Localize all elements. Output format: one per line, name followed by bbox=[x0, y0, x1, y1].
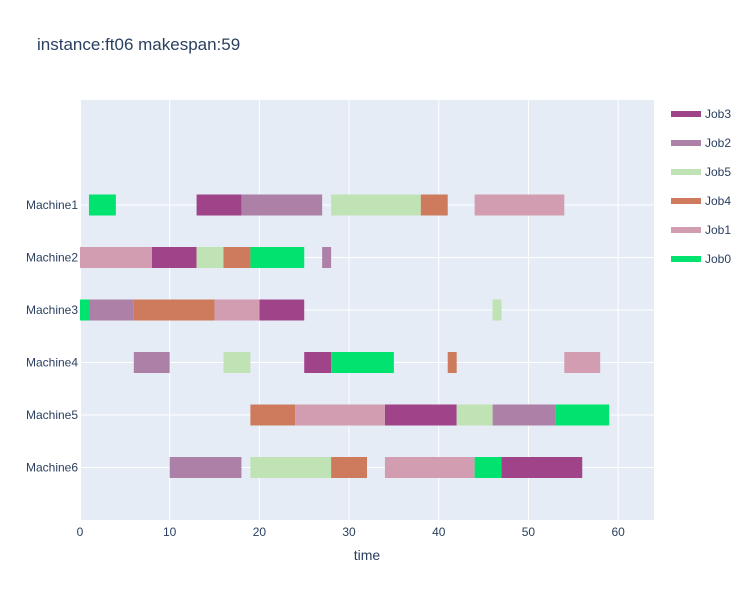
legend-label: Job3 bbox=[705, 107, 731, 121]
y-tick-label: Machine4 bbox=[26, 356, 78, 370]
legend-item-job2[interactable]: Job2 bbox=[671, 136, 731, 150]
y-tick-label: Machine6 bbox=[26, 461, 78, 475]
task-bar-job2-machine5[interactable] bbox=[492, 404, 556, 426]
x-tick-label: 40 bbox=[432, 525, 446, 539]
task-bar-job2-machine3[interactable] bbox=[88, 299, 134, 321]
task-bar-job0-machine4[interactable] bbox=[331, 352, 394, 373]
task-bar-job4-machine1[interactable] bbox=[420, 194, 448, 216]
task-bar-job1-machine5[interactable] bbox=[295, 404, 385, 426]
task-bar-job2-machine2[interactable] bbox=[322, 247, 332, 268]
task-bar-job2-machine6[interactable] bbox=[169, 457, 242, 478]
x-axis-title: time bbox=[354, 547, 381, 563]
x-tick-label: 20 bbox=[253, 525, 267, 539]
y-tick-label: Machine2 bbox=[26, 251, 78, 265]
task-bars bbox=[80, 194, 610, 478]
task-bar-job5-machine3[interactable] bbox=[492, 299, 502, 321]
task-bar-job0-machine3[interactable] bbox=[80, 299, 89, 321]
y-tick-label: Machine3 bbox=[26, 303, 78, 317]
legend-item-job4[interactable]: Job4 bbox=[671, 194, 731, 208]
task-bar-job3-machine4[interactable] bbox=[304, 352, 332, 373]
task-bar-job1-machine1[interactable] bbox=[474, 194, 565, 216]
task-bar-job0-machine5[interactable] bbox=[555, 404, 610, 426]
task-bar-job4-machine2[interactable] bbox=[223, 247, 251, 268]
chart-title: instance:ft06 makespan:59 bbox=[37, 35, 240, 54]
task-bar-job5-machine1[interactable] bbox=[331, 194, 421, 216]
legend[interactable]: Job3 Job2 Job5 Job4 Job1 Job0 bbox=[671, 107, 731, 266]
task-bar-job1-machine6[interactable] bbox=[384, 457, 475, 478]
task-bar-job0-machine2[interactable] bbox=[250, 247, 305, 268]
legend-label: Job4 bbox=[705, 194, 731, 208]
task-bar-job4-machine4[interactable] bbox=[447, 352, 457, 373]
task-bar-job4-machine6[interactable] bbox=[331, 457, 367, 478]
x-tick-label: 10 bbox=[163, 525, 177, 539]
task-bar-job0-machine1[interactable] bbox=[88, 194, 116, 216]
y-axis-ticks: Machine1 Machine2 Machine3 Machine4 Machine5… bbox=[26, 198, 78, 475]
task-bar-job1-machine3[interactable] bbox=[214, 299, 260, 321]
task-bar-job1-machine4[interactable] bbox=[564, 352, 601, 373]
task-bar-job5-machine2[interactable] bbox=[196, 247, 224, 268]
task-bar-job5-machine6[interactable] bbox=[250, 457, 332, 478]
y-tick-label: Machine5 bbox=[26, 408, 78, 422]
x-tick-label: 30 bbox=[342, 525, 356, 539]
legend-item-job1[interactable]: Job1 bbox=[671, 223, 731, 237]
legend-label: Job1 bbox=[705, 223, 731, 237]
task-bar-job3-machine5[interactable] bbox=[384, 404, 457, 426]
task-bar-job1-machine2[interactable] bbox=[80, 247, 152, 268]
task-bar-job5-machine5[interactable] bbox=[456, 404, 493, 426]
task-bar-job3-machine3[interactable] bbox=[259, 299, 305, 321]
legend-label: Job0 bbox=[705, 252, 731, 266]
legend-label: Job5 bbox=[705, 165, 731, 179]
task-bar-job4-machine5[interactable] bbox=[250, 404, 296, 426]
legend-item-job5[interactable]: Job5 bbox=[671, 165, 731, 179]
x-tick-label: 60 bbox=[611, 525, 625, 539]
x-tick-label: 0 bbox=[77, 525, 84, 539]
task-bar-job4-machine3[interactable] bbox=[133, 299, 215, 321]
x-axis-ticks: 0 10 20 30 40 50 60 bbox=[77, 525, 625, 539]
x-tick-label: 50 bbox=[522, 525, 536, 539]
task-bar-job3-machine2[interactable] bbox=[151, 247, 197, 268]
task-bar-job2-machine4[interactable] bbox=[133, 352, 170, 373]
y-tick-label: Machine1 bbox=[26, 198, 78, 212]
task-bar-job3-machine1[interactable] bbox=[196, 194, 242, 216]
legend-item-job3[interactable]: Job3 bbox=[671, 107, 731, 121]
task-bar-job5-machine4[interactable] bbox=[223, 352, 251, 373]
task-bar-job2-machine1[interactable] bbox=[241, 194, 323, 216]
task-bar-job3-machine6[interactable] bbox=[501, 457, 583, 478]
legend-label: Job2 bbox=[705, 136, 731, 150]
legend-item-job0[interactable]: Job0 bbox=[671, 252, 731, 266]
task-bar-job0-machine6[interactable] bbox=[474, 457, 502, 478]
